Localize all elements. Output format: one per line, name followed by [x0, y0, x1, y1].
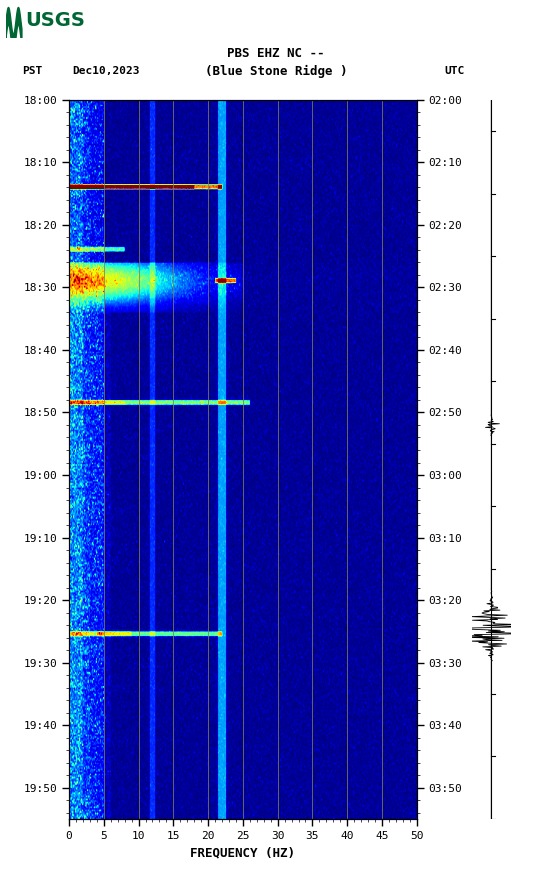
Text: USGS: USGS: [25, 11, 85, 30]
Text: UTC: UTC: [444, 66, 465, 77]
Text: PBS EHZ NC --: PBS EHZ NC --: [227, 47, 325, 60]
Text: Dec10,2023: Dec10,2023: [72, 66, 139, 77]
Text: PST: PST: [22, 66, 43, 77]
Text: (Blue Stone Ridge ): (Blue Stone Ridge ): [205, 65, 347, 78]
X-axis label: FREQUENCY (HZ): FREQUENCY (HZ): [190, 847, 295, 859]
